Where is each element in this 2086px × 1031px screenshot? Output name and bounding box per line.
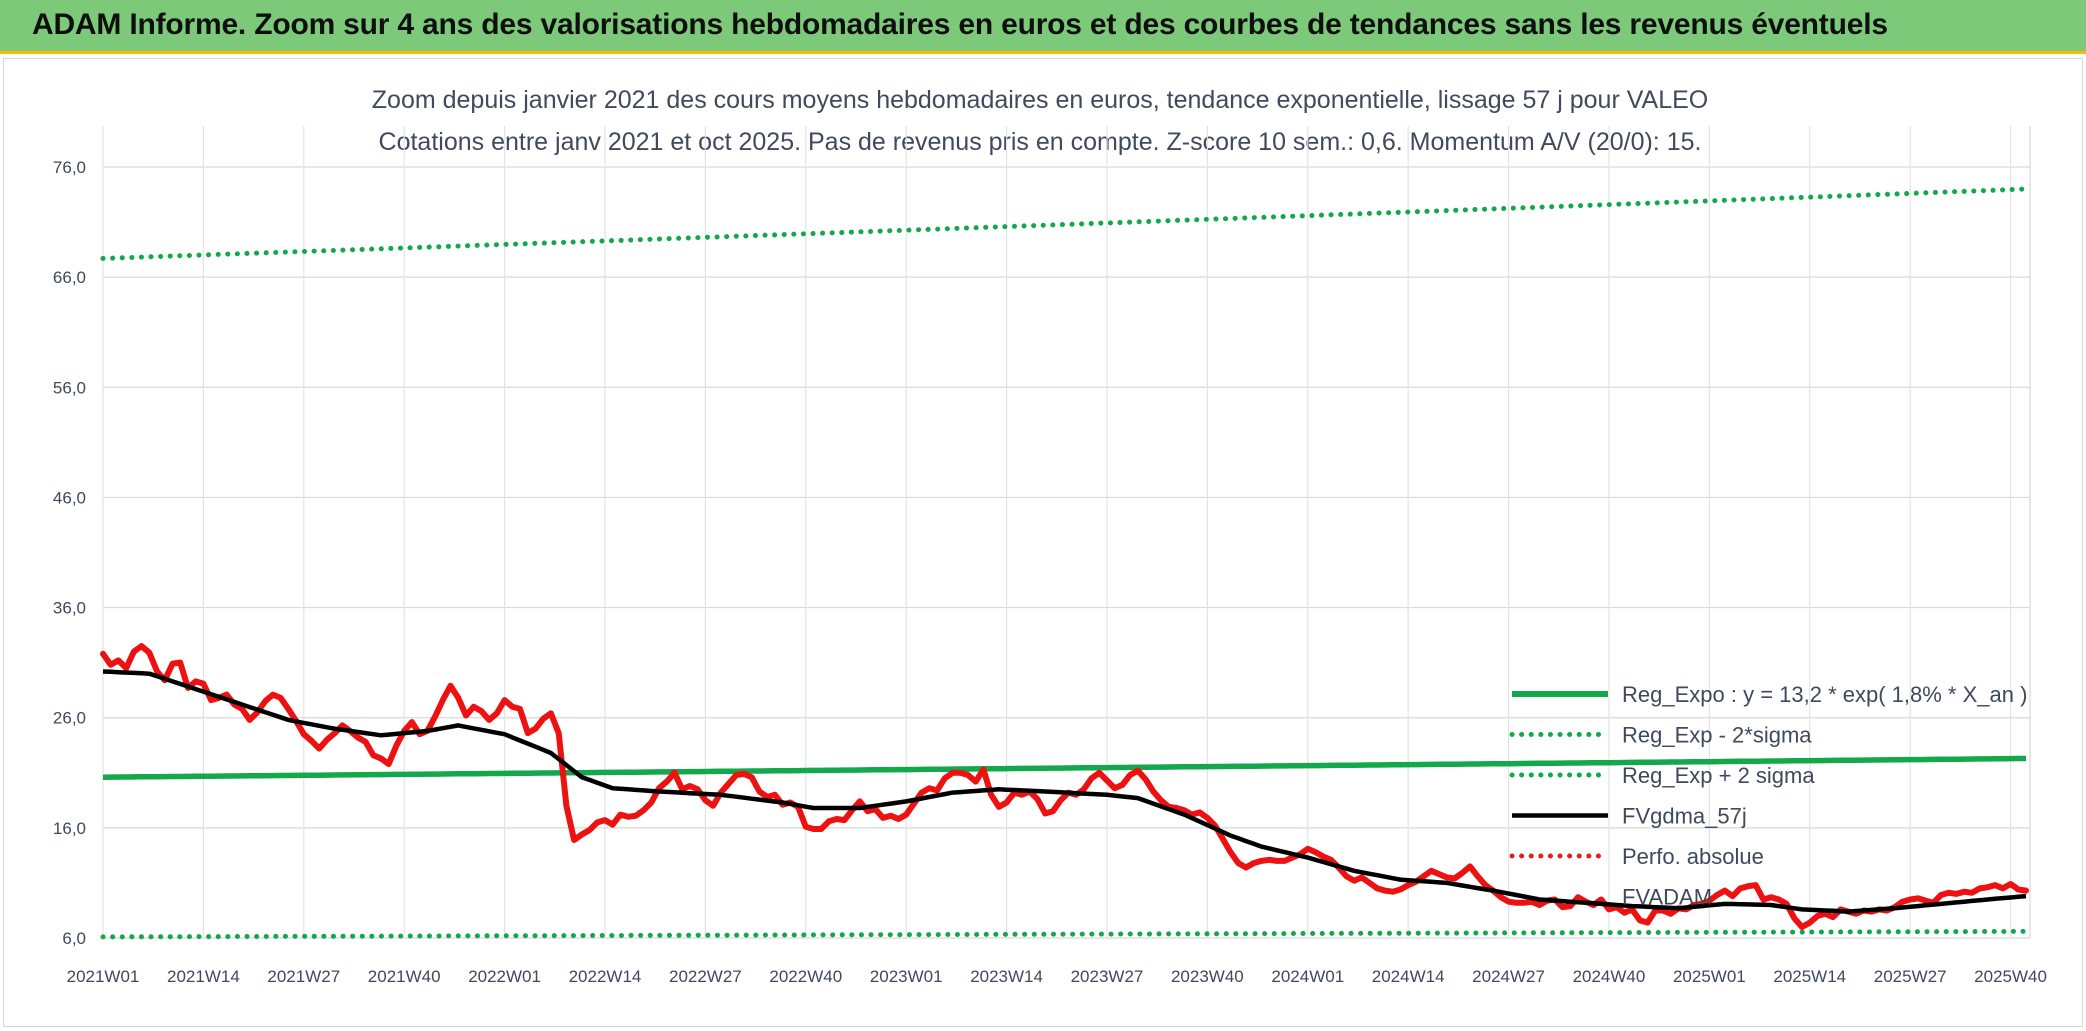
report-title: ADAM Informe. Zoom sur 4 ans des valoris… xyxy=(32,8,1888,41)
y-tick-label: 26,0 xyxy=(53,709,86,728)
x-tick-label: 2024W40 xyxy=(1573,967,1646,986)
series-reg-expo xyxy=(102,755,2026,780)
x-tick-label: 2024W01 xyxy=(1271,967,1344,986)
x-tick-label: 2022W01 xyxy=(468,967,541,986)
y-axis: 6,0 16,0 26,0 36,0 46,0 56,0 66,0 76,0 xyxy=(53,158,86,948)
legend-label-reg: Reg_Expo : y = 13,2 * exp( 1,8% * X_an ) xyxy=(1622,682,2027,707)
y-tick-label: 76,0 xyxy=(53,158,86,177)
y-tick-label: 6,0 xyxy=(62,929,86,948)
series-reg-exp-minus-2-sigma xyxy=(100,928,2029,940)
chart-series xyxy=(100,186,2029,940)
legend-label-high: Reg_Exp + 2 sigma xyxy=(1622,763,1815,788)
y-tick-label: 66,0 xyxy=(53,268,86,287)
report-banner: ADAM Informe. Zoom sur 4 ans des valoris… xyxy=(0,0,2086,54)
x-tick-label: 2023W01 xyxy=(870,967,943,986)
x-tick-label: 2021W27 xyxy=(267,967,340,986)
x-tick-label: 2025W14 xyxy=(1773,967,1846,986)
chart-container xyxy=(3,58,2083,1027)
x-tick-label: 2022W40 xyxy=(769,967,842,986)
x-tick-label: 2021W14 xyxy=(167,967,240,986)
x-tick-label: 2021W01 xyxy=(67,967,140,986)
y-tick-label: 46,0 xyxy=(53,488,86,507)
legend-label-fv: FVADAM xyxy=(1622,885,1712,910)
legend-label-perf: Perfo. absolue xyxy=(1622,844,1764,869)
chart-title: Zoom depuis janvier 2021 des cours moyen… xyxy=(372,86,1708,114)
y-tick-label: 56,0 xyxy=(53,378,86,397)
x-tick-label: 2025W27 xyxy=(1874,967,1947,986)
y-tick-label: 16,0 xyxy=(53,819,86,838)
chart-grid xyxy=(102,126,2031,939)
x-tick-label: 2025W40 xyxy=(1974,967,2047,986)
x-tick-label: 2024W27 xyxy=(1472,967,1545,986)
x-tick-label: 2022W14 xyxy=(569,967,642,986)
x-axis: 2021W01 2021W14 2021W27 2021W40 2022W01 2022W… xyxy=(67,967,2047,986)
series-reg-exp-plus-2-sigma xyxy=(100,186,2029,261)
x-tick-label: 2023W40 xyxy=(1171,967,1244,986)
series-fvgdma-57j xyxy=(102,669,2027,914)
y-tick-label: 36,0 xyxy=(53,599,86,618)
x-tick-label: 2021W40 xyxy=(368,967,441,986)
x-tick-label: 2022W27 xyxy=(669,967,742,986)
legend-label-smooth: FVgdma_57j xyxy=(1622,804,1747,829)
x-tick-label: 2025W01 xyxy=(1673,967,1746,986)
x-tick-label: 2023W14 xyxy=(970,967,1043,986)
x-tick-label: 2023W27 xyxy=(1071,967,1144,986)
chart-legend: Reg_Expo : y = 13,2 * exp( 1,8% * X_an )… xyxy=(1509,682,2027,910)
chart-subtitle: Cotations entre janv 2021 et oct 2025. P… xyxy=(379,128,1702,156)
x-tick-label: 2024W14 xyxy=(1372,967,1445,986)
legend-label-low: Reg_Exp - 2*sigma xyxy=(1622,723,1812,748)
